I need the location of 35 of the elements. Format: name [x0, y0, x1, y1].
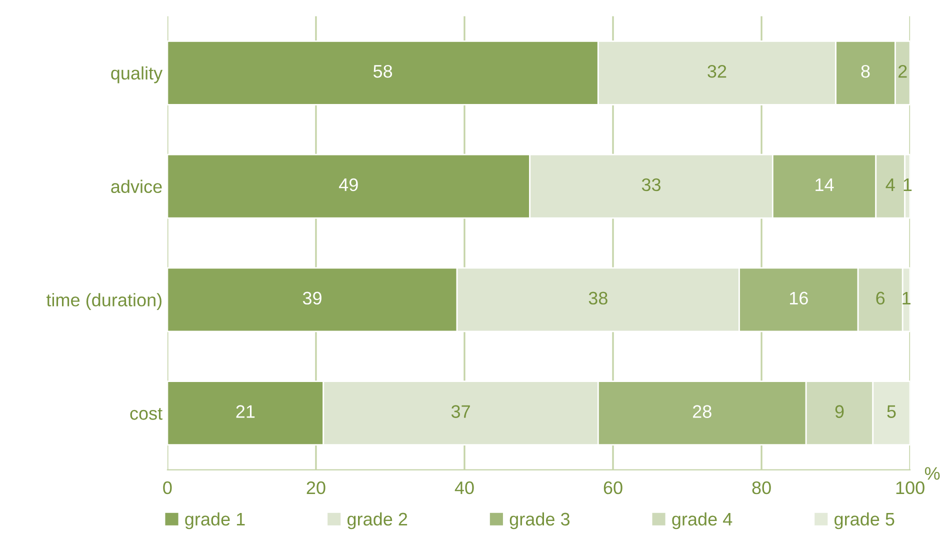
legend-label: grade 3	[510, 512, 570, 530]
data-label: 39	[302, 292, 322, 305]
x-tick-label: 80	[752, 481, 771, 494]
x-tick-label: 20	[306, 481, 326, 494]
data-label: 8	[861, 64, 870, 78]
x-tick-label: 100	[896, 481, 924, 494]
data-label: 1	[904, 178, 912, 191]
data-label: 33	[642, 178, 660, 192]
x-tick-label: 0	[163, 481, 172, 494]
legend-label: grade 5	[834, 512, 894, 530]
data-label: 6	[876, 292, 885, 305]
data-label: 16	[790, 292, 808, 305]
data-label: 9	[835, 405, 844, 418]
data-label: 37	[451, 405, 470, 418]
x-tick-label: 60	[604, 481, 622, 494]
y-tick-label: time (duration)	[46, 293, 162, 310]
data-label: 21	[236, 405, 255, 418]
x-tick-label: 40	[454, 481, 474, 494]
data-label: 28	[692, 405, 712, 418]
data-label: 58	[373, 64, 392, 78]
data-label: 38	[588, 292, 608, 305]
y-tick-label: quality	[111, 66, 163, 84]
data-label: 4	[886, 178, 895, 191]
legend-label: grade 2	[347, 512, 408, 530]
y-tick-label: cost	[130, 408, 162, 420]
data-label: 5	[887, 405, 896, 418]
legend-label: grade 4	[672, 512, 732, 530]
x-axis-title: %	[924, 467, 940, 480]
legend-label: grade 1	[185, 512, 245, 530]
data-label: 1	[902, 292, 910, 304]
data-label: 49	[339, 178, 358, 192]
y-tick-label: advice	[111, 180, 162, 194]
data-label: 14	[816, 178, 834, 191]
data-label: 32	[708, 64, 726, 78]
data-label: 2	[898, 64, 907, 78]
